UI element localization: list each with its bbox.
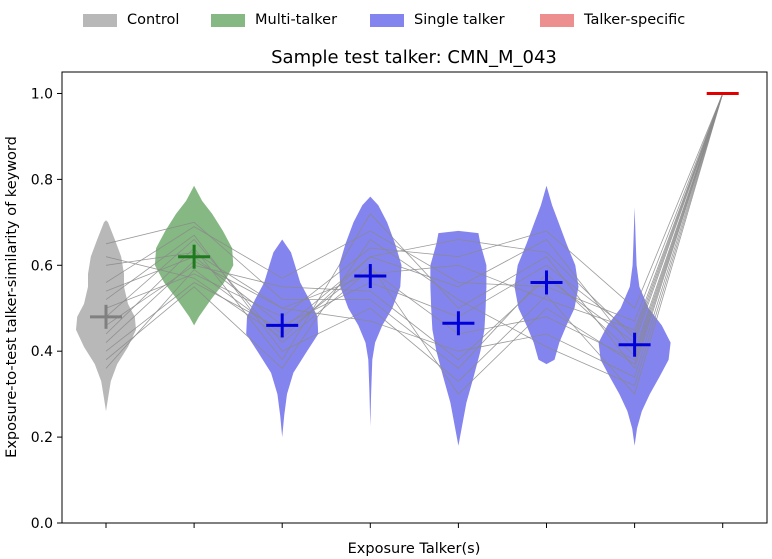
legend-label-single: Single talker [414,12,505,28]
axes: 0.0 0.2 0.4 0.6 0.8 1.0 [31,86,724,532]
paired-line-6 [105,93,724,318]
legend-label-multi: Multi-talker [255,12,338,28]
paired-line-3 [105,93,724,370]
paired-line-1 [105,93,724,353]
legend-label-specific: Talker-specific [584,12,686,28]
legend-label-control: Control [127,12,180,28]
y-axis-label: Exposure-to-test talker-similarity of ke… [4,136,20,458]
y-tick-label-3: 0.4 [31,344,53,360]
paired-line-12 [105,93,724,369]
legend-item-multi: Multi-talker [211,10,337,30]
chart-title: Sample test talker: CMN_M_043 [271,47,557,68]
y-tick-label-2: 0.2 [31,430,53,446]
legend-swatch-control [83,13,117,27]
legend-swatch-single [370,13,404,27]
mean-marker-3 [266,313,299,338]
mean-marker-1 [90,304,122,329]
y-tick-label-6: 1.0 [31,86,53,102]
legend: Control Multi-talker Single talker Talke… [0,0,772,40]
mean-marker-5 [442,311,475,336]
plot-frame [61,71,768,524]
paired-line-4 [105,93,724,361]
paired-line-11 [105,93,724,340]
paired-line-8 [105,93,724,335]
legend-item-control: Control [83,10,179,30]
y-tick-label-1: 0.0 [31,516,53,532]
y-tick-label-4: 0.6 [31,258,53,274]
plot-area [76,91,739,446]
violin-7 [598,207,671,446]
legend-swatch-specific [540,13,574,27]
y-tick-label-5: 0.8 [31,172,53,188]
paired-line-13 [105,93,724,387]
mean-marker-6 [530,270,563,295]
mean-marker-7 [618,332,651,357]
legend-item-specific: Talker-specific [540,10,685,30]
x-axis-label: Exposure Talker(s) [348,541,481,557]
legend-swatch-multi [211,13,245,27]
paired-line-7 [105,93,724,395]
paired-line-10 [105,93,724,378]
mean-marker-2 [178,244,211,269]
violin-5 [430,230,487,446]
mean-marker-4 [354,264,387,289]
paired-line-14 [105,93,724,395]
legend-item-single: Single talker [370,10,505,30]
